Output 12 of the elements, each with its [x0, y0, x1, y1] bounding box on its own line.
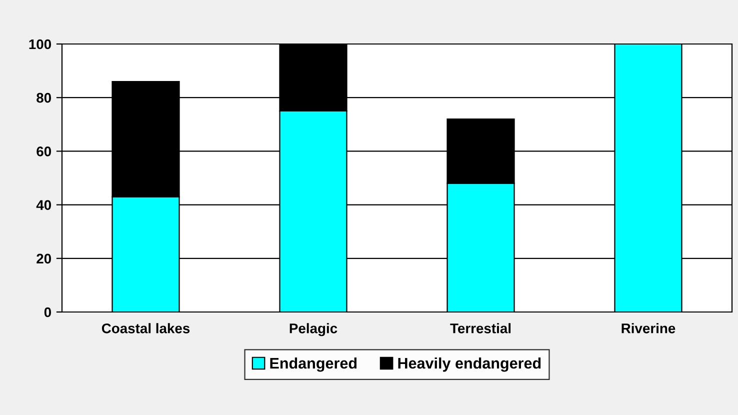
y-tick-label: 20 — [36, 254, 52, 264]
x-tick-label: Pelagic — [290, 323, 338, 336]
x-tick-label: Coastal lakes — [102, 323, 190, 334]
x-tick-label: Riverine — [622, 323, 676, 334]
y-tick-label: 100 — [29, 39, 52, 50]
legend-label: Endangered — [270, 357, 357, 372]
x-tick-label: Terrestial — [450, 323, 511, 334]
y-tick-label: 0 — [44, 307, 52, 318]
y-tick-label: 40 — [36, 200, 52, 210]
y-tick-label: 80 — [36, 92, 52, 103]
y-tick-label: 60 — [36, 146, 52, 156]
legend-label: Heavily endangered — [398, 357, 541, 372]
